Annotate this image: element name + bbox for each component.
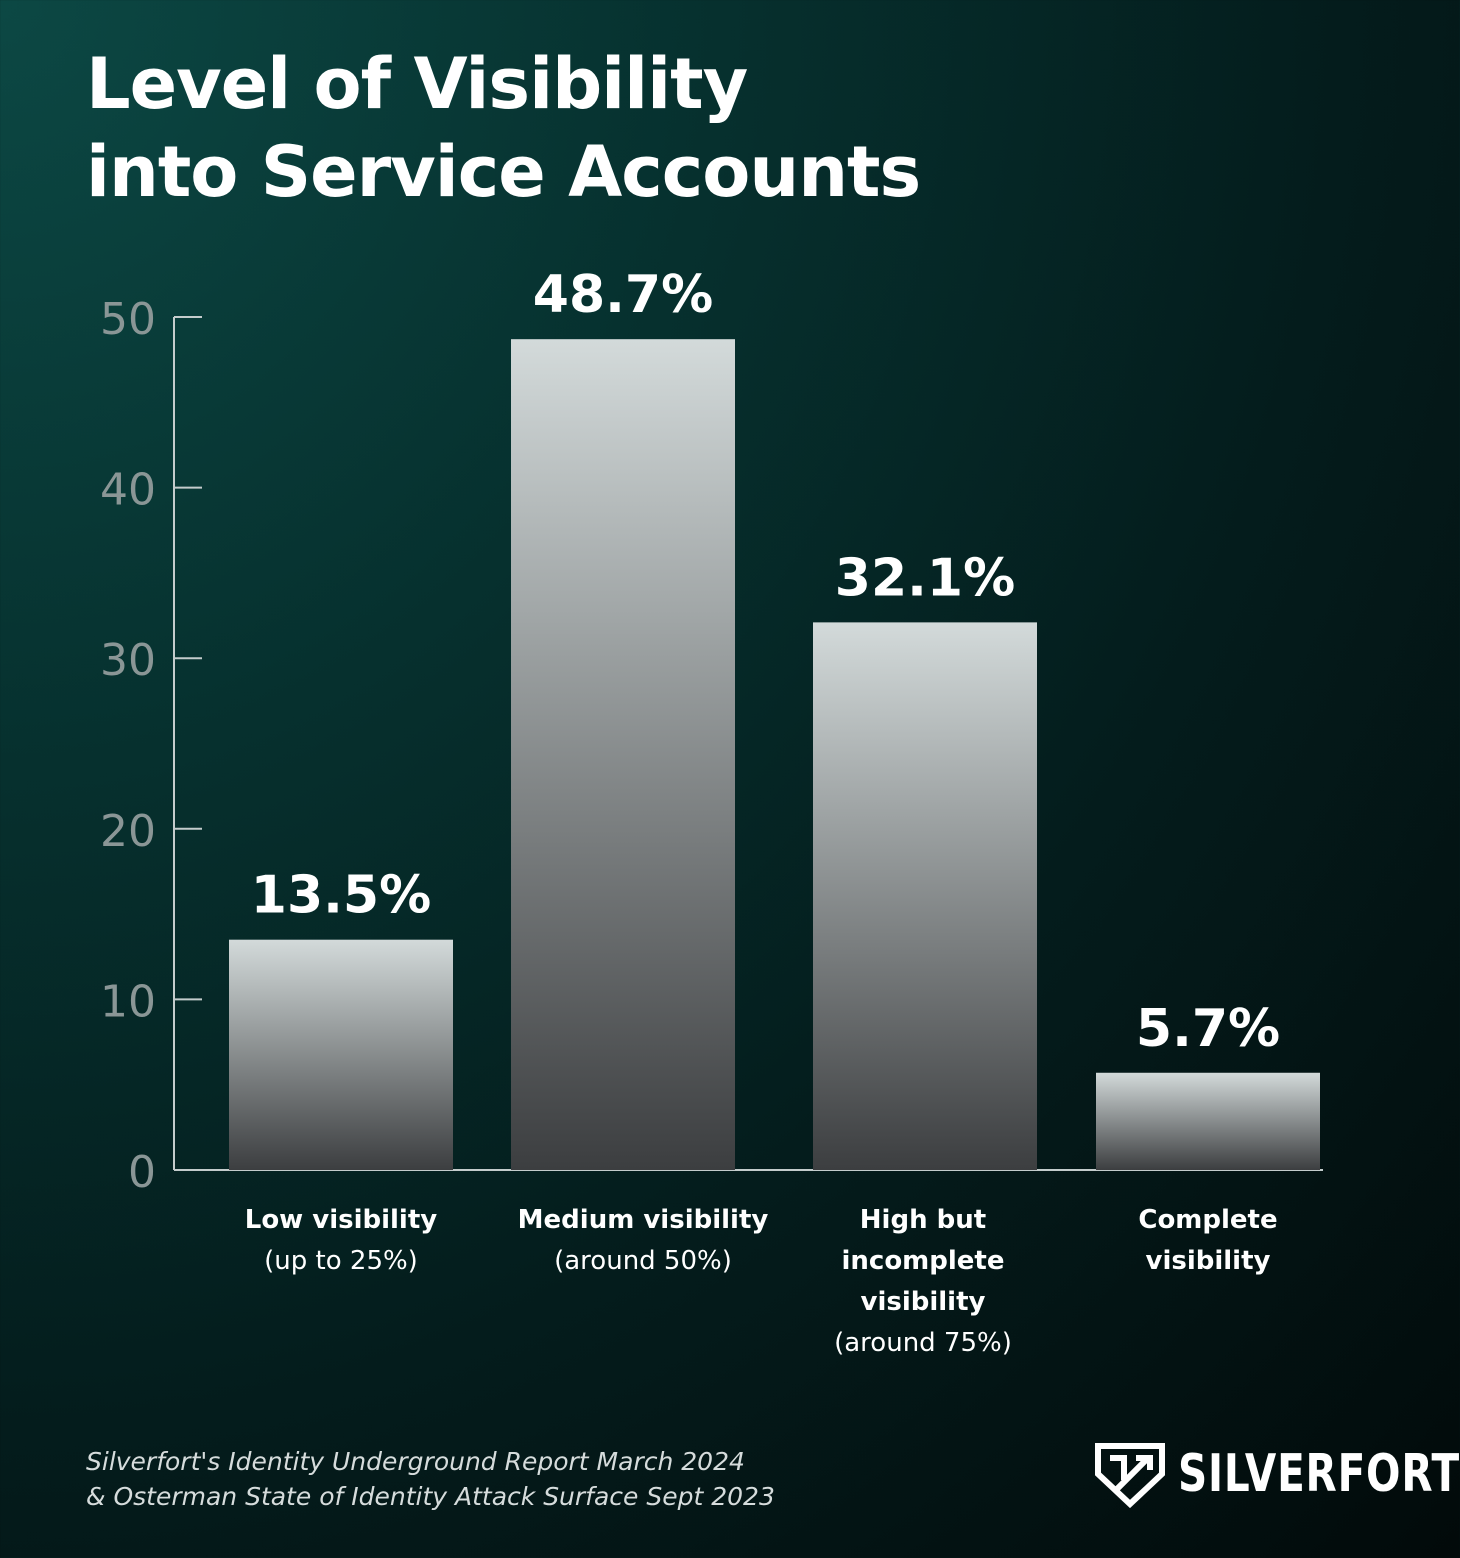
x-category-label-0-bold: Low visibility xyxy=(244,1205,438,1235)
y-tick-label-4: 40 xyxy=(100,465,156,516)
x-category-label-2-sub: (around 75%) xyxy=(834,1328,1012,1358)
x-category-label-0: Low visibility (up to 25%) xyxy=(211,1200,471,1282)
y-tick-label-5: 50 xyxy=(100,294,156,345)
data-label-0: 13.5% xyxy=(251,866,431,926)
bar-1 xyxy=(511,339,735,1171)
data-label-1: 48.7% xyxy=(533,265,713,325)
bar-3 xyxy=(1096,1072,1320,1170)
x-category-label-3-bold: Complete visibility xyxy=(1138,1205,1278,1276)
x-category-label-2: High but incomplete visibility (around 7… xyxy=(793,1200,1053,1364)
y-tick-label-2: 20 xyxy=(100,806,156,857)
logo-wordmark: SILVERFORT xyxy=(1178,1444,1460,1504)
bar-2 xyxy=(813,622,1037,1170)
source-line-2: & Osterman State of Identity Attack Surf… xyxy=(86,1482,775,1511)
x-category-label-2-bold: High but incomplete visibility xyxy=(841,1205,1005,1317)
x-category-label-0-sub: (up to 25%) xyxy=(264,1246,418,1276)
data-label-3: 5.7% xyxy=(1136,999,1280,1059)
y-tick-label-0: 0 xyxy=(128,1147,156,1198)
source-note: Silverfort's Identity Underground Report… xyxy=(86,1444,775,1514)
silverfort-logo: SILVERFORT xyxy=(1094,1440,1460,1508)
y-tick-label-3: 30 xyxy=(100,635,156,686)
shield-icon xyxy=(1095,1443,1165,1508)
chart-title: Level of Visibility into Service Account… xyxy=(86,40,921,216)
chart-title-line-1: Level of Visibility xyxy=(86,43,748,125)
x-category-label-3: Complete visibility xyxy=(1078,1200,1338,1282)
bar-0 xyxy=(229,939,453,1170)
x-category-label-1-sub: (around 50%) xyxy=(554,1246,732,1276)
x-category-label-1: Medium visibility (around 50%) xyxy=(513,1200,773,1282)
data-label-2: 32.1% xyxy=(835,548,1015,608)
x-category-label-1-bold: Medium visibility xyxy=(517,1205,769,1235)
chart-title-line-2: into Service Accounts xyxy=(86,131,921,213)
source-line-1: Silverfort's Identity Underground Report… xyxy=(86,1447,745,1476)
y-tick-label-1: 10 xyxy=(100,976,156,1027)
